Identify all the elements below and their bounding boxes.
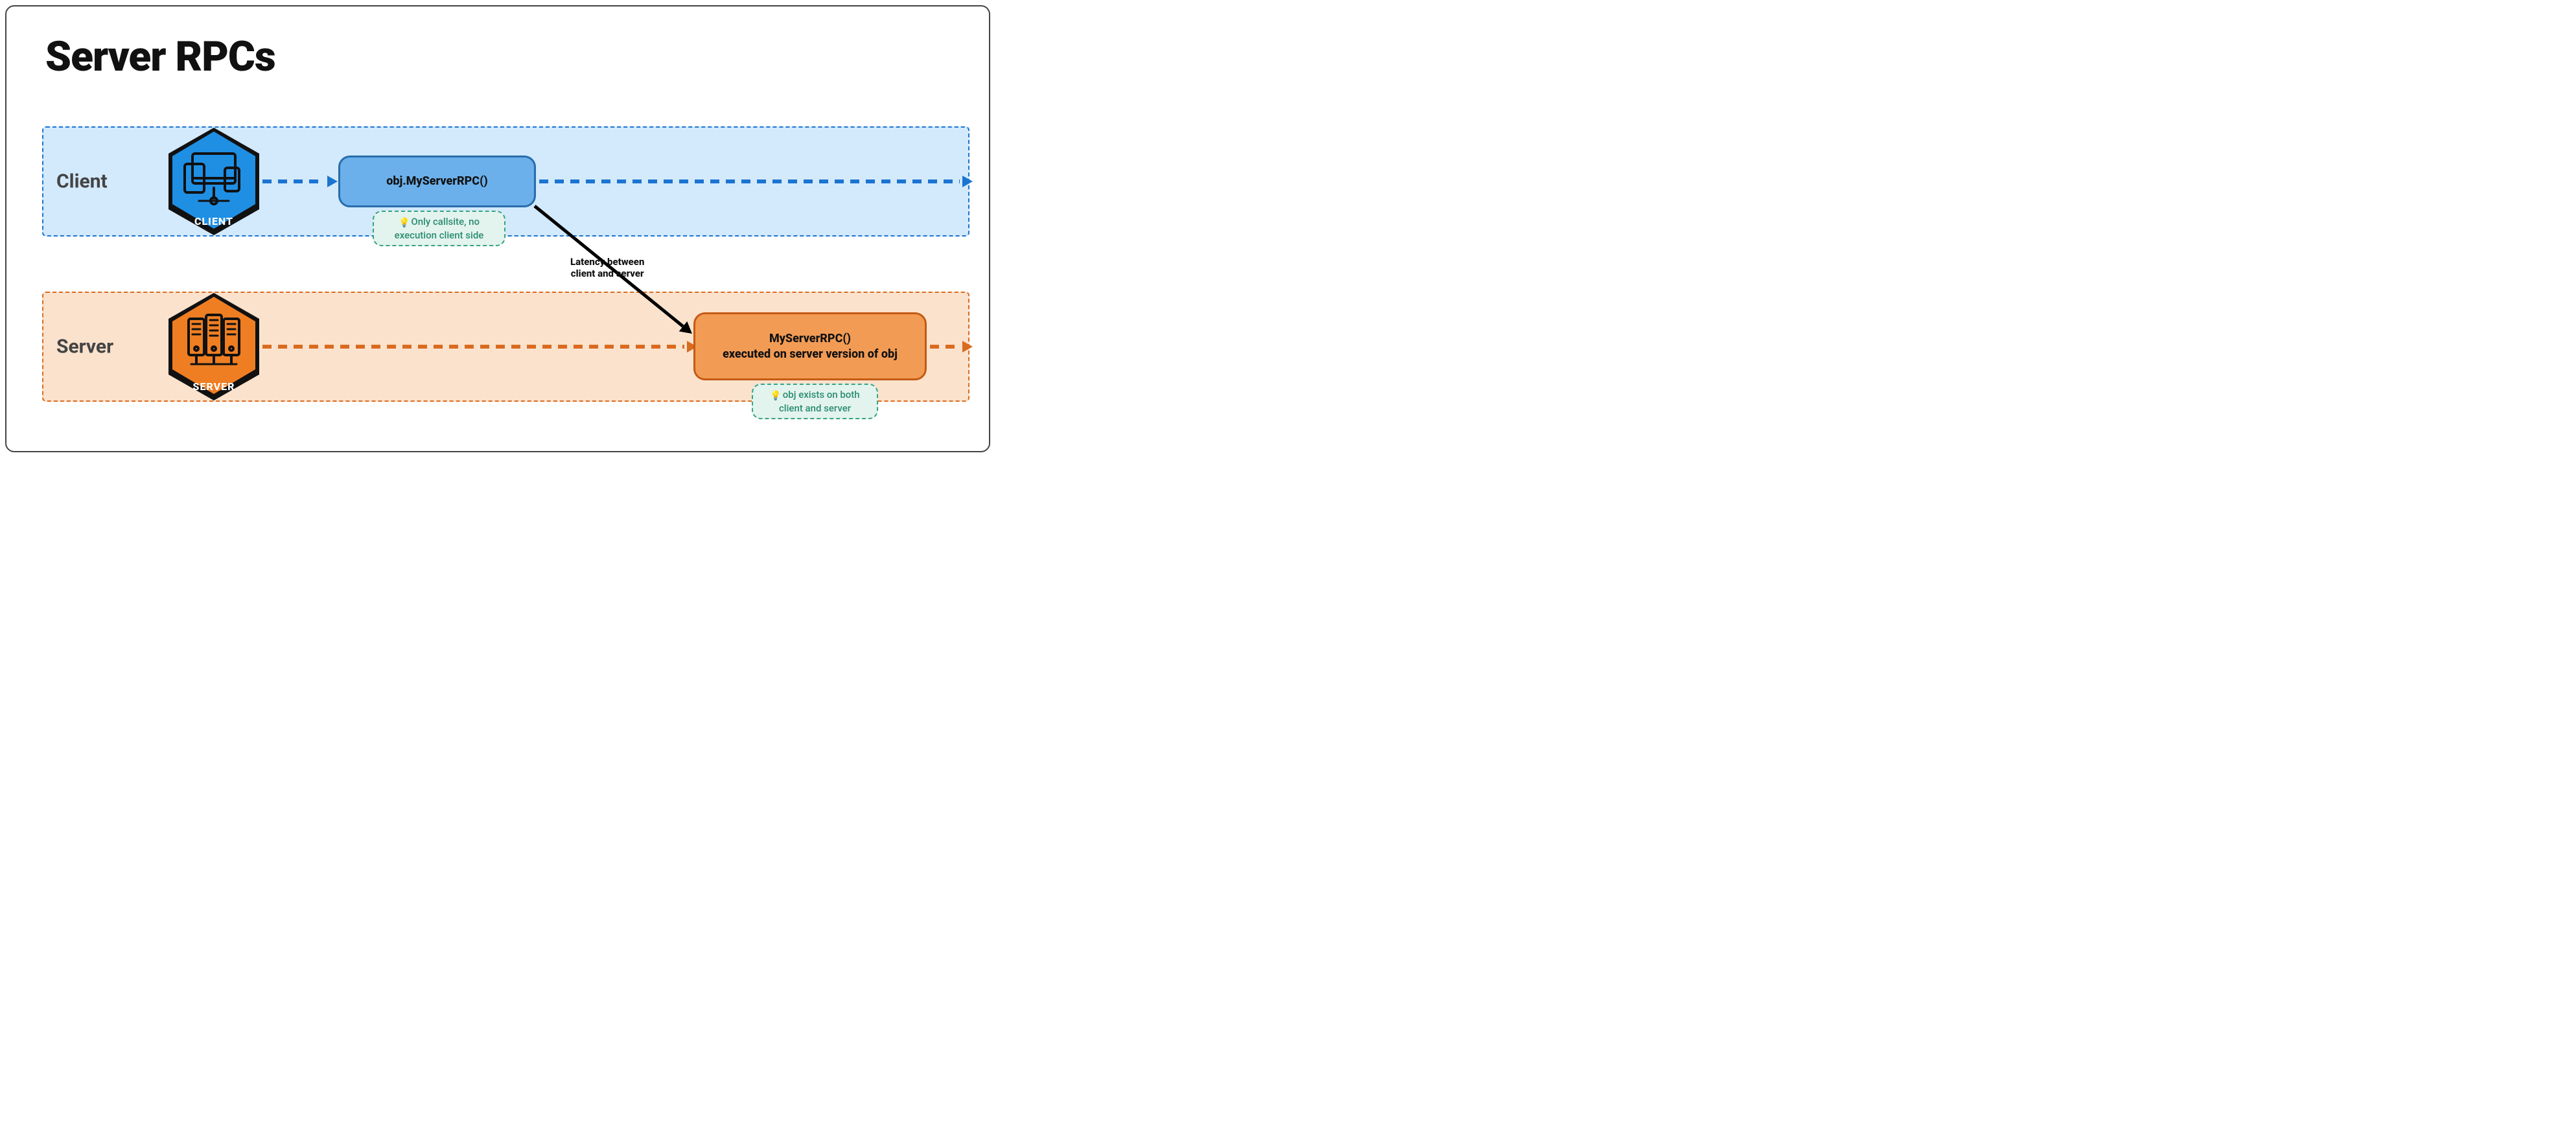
server-badge-label: SERVER [165,380,262,393]
server-exec-box: MyServerRPC() executed on server version… [693,312,927,380]
client-lane-label: Client [56,170,108,193]
server-exec-text: MyServerRPC() executed on server version… [723,331,898,362]
client-call-text: obj.MyServerRPC() [386,174,487,189]
server-note: 💡obj exists on both client and server [752,384,878,419]
client-arrow-2 [539,172,974,191]
client-arrow-1 [262,172,339,191]
client-note: 💡Only callsite, no execution client side [373,211,505,246]
server-lane-label: Server [56,336,113,358]
latency-label: Latency between client and server [570,256,644,279]
bulb-icon: 💡 [399,218,410,229]
client-badge-label: CLIENT [165,215,262,227]
server-arrow-2 [930,337,974,356]
client-call-box: obj.MyServerRPC() [338,156,536,207]
diagram-title: Server RPCs [45,32,275,81]
diagram-frame: Server RPCs Client Server CLIENT [5,5,990,452]
bulb-icon: 💡 [770,391,781,402]
